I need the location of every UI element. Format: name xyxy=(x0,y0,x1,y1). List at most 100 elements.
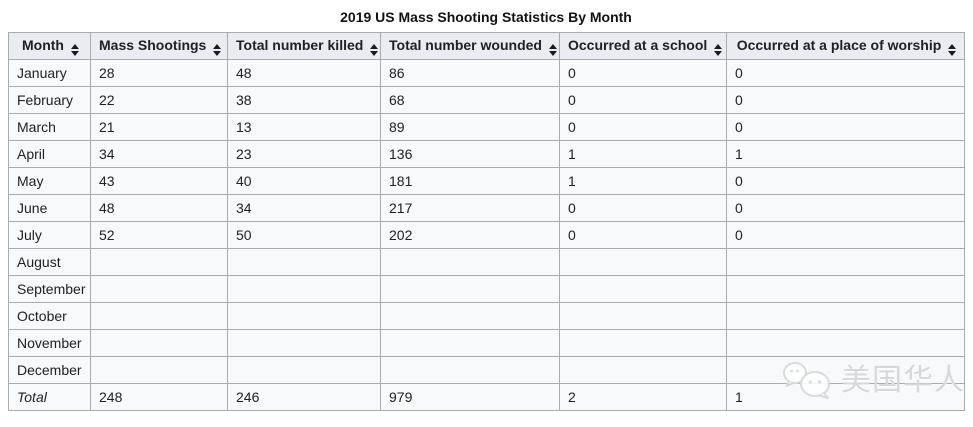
value-cell: 40 xyxy=(227,167,381,195)
value-cell xyxy=(227,356,381,384)
value-cell xyxy=(726,302,965,330)
value-cell: 0 xyxy=(726,59,965,87)
value-cell: 0 xyxy=(559,221,727,249)
value-cell: 136 xyxy=(380,140,560,168)
value-cell xyxy=(559,356,727,384)
sort-both-icon xyxy=(370,44,379,56)
value-cell xyxy=(380,302,560,330)
column-header-mass-shootings[interactable]: Mass Shootings xyxy=(90,32,228,60)
month-cell: January xyxy=(8,59,91,87)
value-cell: 1 xyxy=(559,167,727,195)
value-cell xyxy=(559,248,727,276)
value-cell: 217 xyxy=(380,194,560,222)
value-cell xyxy=(227,329,381,357)
column-header-occurred-at-a-place-of-worship[interactable]: Occurred at a place of worship xyxy=(726,32,965,60)
table-row-january: January 28 48 86 0 0 xyxy=(8,59,965,87)
value-cell xyxy=(559,302,727,330)
column-header-month[interactable]: Month xyxy=(8,32,91,60)
table-row-february: February 22 38 68 0 0 xyxy=(8,86,965,114)
header-row: Month Mass Shootings Total number killed To… xyxy=(8,32,965,60)
value-cell xyxy=(726,248,965,276)
value-cell: 0 xyxy=(559,59,727,87)
table-row-november: November xyxy=(8,329,965,357)
table-row-september: September xyxy=(8,275,965,303)
month-cell: July xyxy=(8,221,91,249)
month-cell: December xyxy=(8,356,91,384)
table-row-march: March 21 13 89 0 0 xyxy=(8,113,965,141)
value-cell xyxy=(227,275,381,303)
value-cell xyxy=(90,329,228,357)
value-cell: 0 xyxy=(726,86,965,114)
value-cell: 0 xyxy=(559,113,727,141)
sort-both-icon xyxy=(70,44,79,56)
value-cell: 86 xyxy=(380,59,560,87)
value-cell: 246 xyxy=(227,383,381,411)
value-cell: 0 xyxy=(726,194,965,222)
month-cell: February xyxy=(8,86,91,114)
column-header-label: Mass Shootings xyxy=(99,37,207,53)
sort-both-icon xyxy=(714,44,723,56)
table-row-october: October xyxy=(8,302,965,330)
column-header-label: Month xyxy=(22,37,64,53)
column-header-occurred-at-a-school[interactable]: Occurred at a school xyxy=(559,32,727,60)
value-cell: 38 xyxy=(227,86,381,114)
sort-both-icon xyxy=(948,44,957,56)
value-cell: 89 xyxy=(380,113,560,141)
total-row: Total 248 246 979 2 1 xyxy=(8,383,965,411)
column-header-total-number-wounded[interactable]: Total number wounded xyxy=(380,32,560,60)
column-header-label: Occurred at a place of worship xyxy=(736,37,942,53)
month-cell: April xyxy=(8,140,91,168)
value-cell: 248 xyxy=(90,383,228,411)
value-cell xyxy=(227,302,381,330)
value-cell: 979 xyxy=(380,383,560,411)
value-cell: 2 xyxy=(559,383,727,411)
value-cell: 1 xyxy=(559,140,727,168)
value-cell: 28 xyxy=(90,59,228,87)
month-cell: October xyxy=(8,302,91,330)
value-cell xyxy=(380,248,560,276)
month-cell: March xyxy=(8,113,91,141)
table-title: 2019 US Mass Shooting Statistics By Mont… xyxy=(340,9,632,25)
value-cell xyxy=(90,275,228,303)
value-cell: 48 xyxy=(227,59,381,87)
value-cell: 52 xyxy=(90,221,228,249)
table-row-april: April 34 23 136 1 1 xyxy=(8,140,965,168)
value-cell xyxy=(227,248,381,276)
value-cell xyxy=(90,248,228,276)
month-cell: May xyxy=(8,167,91,195)
table-row-july: July 52 50 202 0 0 xyxy=(8,221,965,249)
value-cell xyxy=(559,329,727,357)
value-cell xyxy=(380,356,560,384)
value-cell xyxy=(726,356,965,384)
value-cell xyxy=(380,329,560,357)
sort-both-icon xyxy=(548,44,557,56)
value-cell xyxy=(726,275,965,303)
month-cell: June xyxy=(8,194,91,222)
mass-shooting-stats-table: Month Mass Shootings Total number killed To… xyxy=(8,32,965,411)
value-cell: 0 xyxy=(726,113,965,141)
value-cell: 21 xyxy=(90,113,228,141)
value-cell: 50 xyxy=(227,221,381,249)
month-cell: November xyxy=(8,329,91,357)
value-cell: 43 xyxy=(90,167,228,195)
value-cell: 181 xyxy=(380,167,560,195)
value-cell: 0 xyxy=(559,194,727,222)
column-header-total-number-killed[interactable]: Total number killed xyxy=(227,32,381,60)
value-cell: 13 xyxy=(227,113,381,141)
column-header-label: Occurred at a school xyxy=(568,37,708,53)
table-body: January 28 48 86 0 0 February 22 38 68 0 0 March 21 13… xyxy=(8,59,965,411)
value-cell xyxy=(559,275,727,303)
value-cell: 68 xyxy=(380,86,560,114)
column-header-label: Total number wounded xyxy=(389,37,542,53)
value-cell: 202 xyxy=(380,221,560,249)
sort-both-icon xyxy=(213,44,222,56)
value-cell: 1 xyxy=(726,383,965,411)
value-cell: 0 xyxy=(559,86,727,114)
value-cell xyxy=(380,275,560,303)
value-cell: 34 xyxy=(227,194,381,222)
value-cell: 23 xyxy=(227,140,381,168)
value-cell xyxy=(726,329,965,357)
table-row-august: August xyxy=(8,248,965,276)
value-cell: 22 xyxy=(90,86,228,114)
